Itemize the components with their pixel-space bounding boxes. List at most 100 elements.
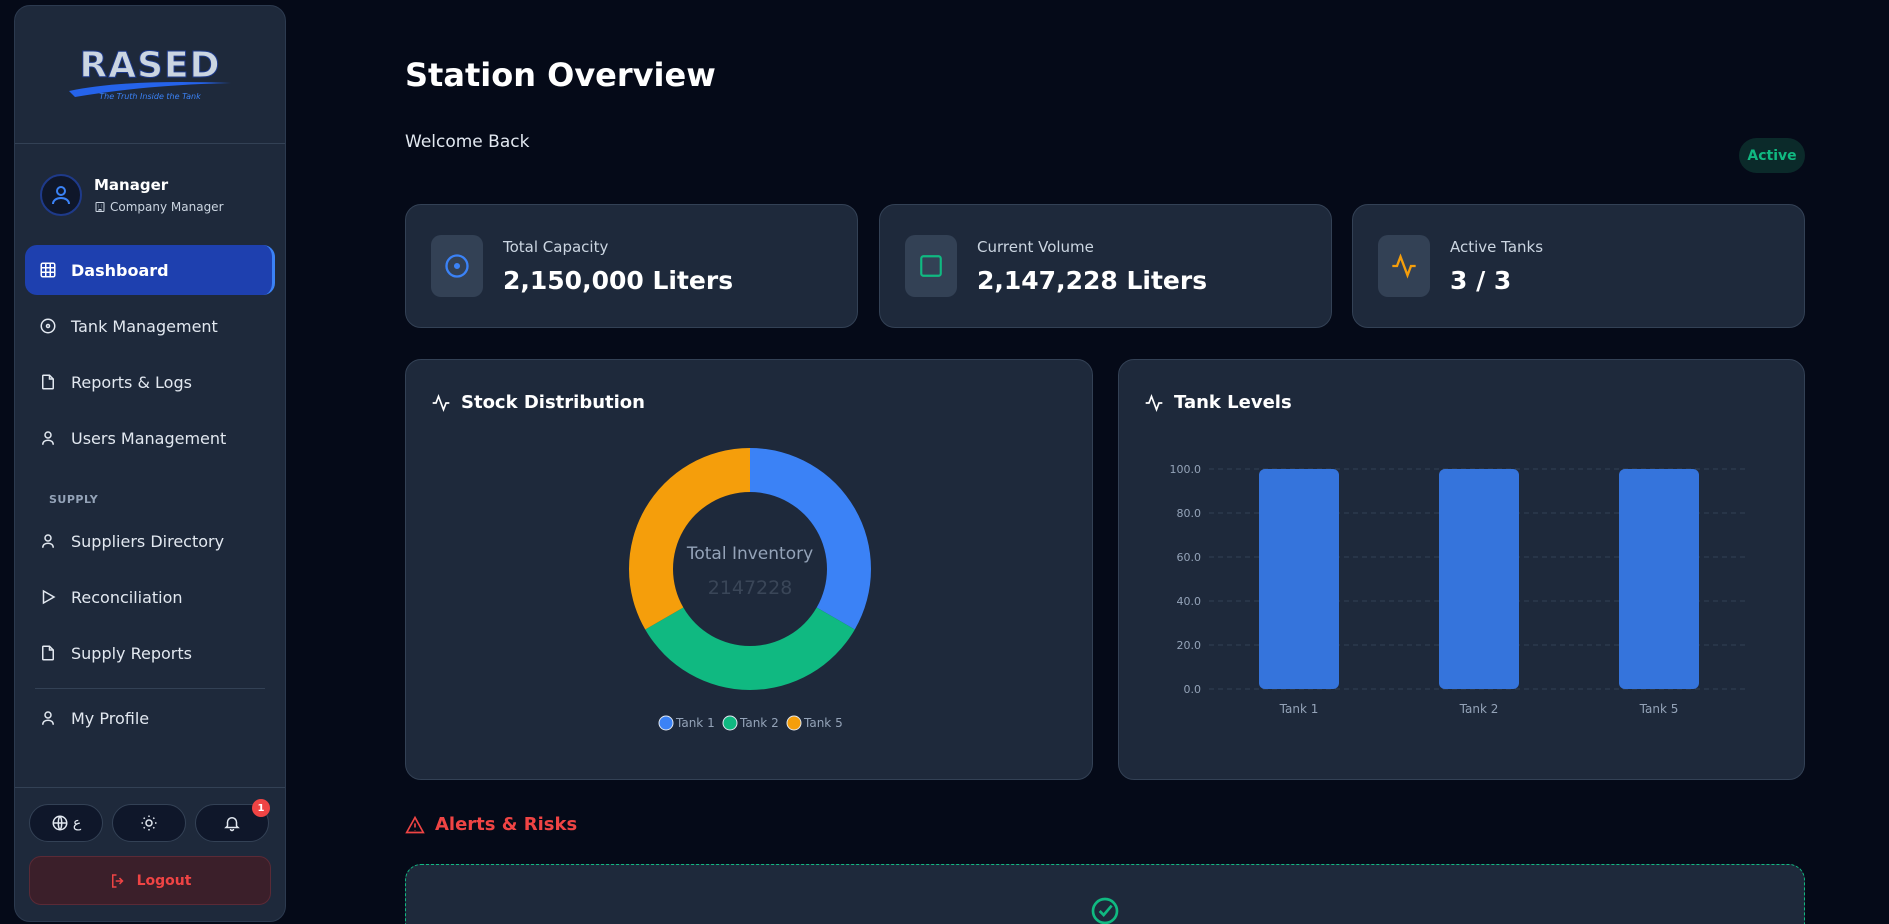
theme-toggle-button[interactable] (112, 804, 186, 842)
stat-label: Current Volume (977, 237, 1094, 256)
logo-text: RASED (79, 44, 221, 86)
sidebar-footer: ع 1 Logout (15, 787, 285, 905)
tank-levels-panel: Tank Levels 0.0 20.0 40.0 60.0 80.0 100.0 Tank… (1118, 359, 1805, 780)
user-icon (42, 534, 54, 548)
stat-icon-container (905, 235, 957, 297)
panel-title: Tank Levels (1144, 392, 1292, 413)
page-title: Station Overview (405, 56, 716, 94)
nav-item-my-profile[interactable]: My Profile (25, 693, 275, 743)
bar-tank-1[interactable] (1259, 469, 1339, 689)
nav-item-label: Users Management (71, 428, 227, 448)
logo-area: RASED The Truth Inside the Tank (15, 6, 285, 144)
y-tick-label: 80.0 (1177, 507, 1202, 520)
donut-center-value: 2147228 (708, 577, 793, 599)
user-icon (42, 711, 54, 725)
legend-swatch (786, 715, 802, 731)
nav-item-label: My Profile (71, 708, 150, 728)
alerts-title-label: Alerts & Risks (435, 814, 578, 835)
grid-icon (40, 262, 56, 278)
x-tick-label: Tank 2 (1459, 702, 1499, 716)
user-icon (42, 431, 54, 445)
nav-item-tank-management[interactable]: Tank Management (25, 301, 275, 351)
file-icon (42, 645, 54, 661)
user-name: Manager (94, 175, 169, 194)
x-tick-label: Tank 1 (1279, 702, 1319, 716)
target-icon (445, 254, 469, 278)
donut-center-label: Total Inventory (686, 544, 813, 564)
bar-tank-2[interactable] (1439, 469, 1519, 689)
nav-item-label: Reconciliation (71, 587, 183, 607)
stat-label: Total Capacity (503, 237, 609, 256)
stat-value: 2,150,000 Liters (503, 265, 734, 295)
rased-logo[interactable]: RASED The Truth Inside the Tank (65, 44, 235, 105)
activity-icon (432, 393, 450, 412)
target-icon (40, 318, 56, 334)
panel-title: Stock Distribution (431, 392, 645, 413)
user-role: Company Manager (94, 200, 224, 214)
stat-icon-container (431, 235, 483, 297)
nav-item-label: Reports & Logs (71, 372, 192, 392)
donut-chart: Total Inventory 2147228 Tank 1 Tank 2 Tank 5 (629, 448, 871, 731)
main-nav: Dashboard Tank Management Reports & Logs… (15, 245, 285, 743)
y-tick-label: 0.0 (1184, 683, 1202, 696)
logout-button[interactable]: Logout (29, 856, 271, 905)
bell-icon (224, 817, 240, 832)
nav-divider (35, 688, 265, 689)
welcome-text: Welcome Back (405, 132, 530, 152)
avatar (40, 173, 82, 216)
x-tick-label: Tank 5 (1639, 702, 1679, 716)
legend-label: Tank 5 (803, 716, 843, 730)
language-label: ع (72, 815, 82, 831)
sidebar: RASED The Truth Inside the Tank Manager … (14, 5, 286, 922)
panel-title-label: Stock Distribution (461, 392, 645, 413)
donut-slice-tank-5[interactable] (629, 448, 750, 630)
y-tick-label: 20.0 (1177, 639, 1202, 652)
globe-icon (52, 815, 68, 831)
nav-item-reports-logs[interactable]: Reports & Logs (25, 357, 275, 407)
user-avatar-icon (52, 185, 70, 204)
stat-value: 2,147,228 Liters (977, 265, 1208, 295)
nav-item-suppliers-directory[interactable]: Suppliers Directory (25, 516, 275, 566)
logout-label: Logout (136, 872, 192, 889)
nav-item-reconciliation[interactable]: Reconciliation (25, 572, 275, 622)
stock-distribution-panel: Stock Distribution Total Inventory 214722… (405, 359, 1093, 780)
user-role-label: Company Manager (110, 199, 224, 214)
y-tick-label: 40.0 (1177, 595, 1202, 608)
legend-label: Tank 1 (675, 716, 715, 730)
sidebar-utility-buttons: ع 1 (29, 799, 271, 842)
stat-card-current-volume: Current Volume 2,147,228 Liters (879, 204, 1332, 328)
file-icon (42, 374, 54, 390)
nav-item-dashboard[interactable]: Dashboard (25, 245, 275, 295)
alerts-title: Alerts & Risks (405, 814, 577, 835)
notification-badge: 1 (252, 799, 270, 817)
check-circle-icon (1091, 897, 1119, 924)
activity-icon (1392, 253, 1416, 279)
logout-icon (111, 873, 124, 888)
activity-icon (1145, 393, 1163, 412)
sun-icon (141, 815, 157, 831)
donut-slice-tank-2[interactable] (645, 607, 855, 690)
nav-item-label: Suppliers Directory (71, 531, 225, 551)
legend-swatch (722, 715, 738, 731)
nav-item-label: Dashboard (71, 260, 169, 280)
stat-card-active-tanks: Active Tanks 3 / 3 (1352, 204, 1805, 328)
play-icon (42, 589, 56, 605)
notifications-button[interactable]: 1 (195, 799, 270, 842)
stat-label: Active Tanks (1450, 237, 1544, 256)
donut-slice-tank-1[interactable] (750, 448, 871, 630)
legend-item-tank-1[interactable]: Tank 1 (658, 715, 715, 731)
alerts-box (405, 864, 1805, 924)
legend-item-tank-2[interactable]: Tank 2 (722, 715, 779, 731)
legend-label: Tank 2 (739, 716, 779, 730)
panel-title-label: Tank Levels (1174, 392, 1292, 413)
logo-swoosh (69, 81, 231, 97)
y-tick-label: 60.0 (1177, 551, 1202, 564)
legend-item-tank-5[interactable]: Tank 5 (786, 715, 843, 731)
nav-item-users-management[interactable]: Users Management (25, 413, 275, 463)
square-icon (920, 255, 942, 277)
bar-tank-5[interactable] (1619, 469, 1699, 689)
nav-item-supply-reports[interactable]: Supply Reports (25, 628, 275, 678)
language-button[interactable]: ع (29, 804, 103, 842)
building-icon (95, 201, 105, 212)
nav-item-label: Tank Management (71, 316, 218, 336)
